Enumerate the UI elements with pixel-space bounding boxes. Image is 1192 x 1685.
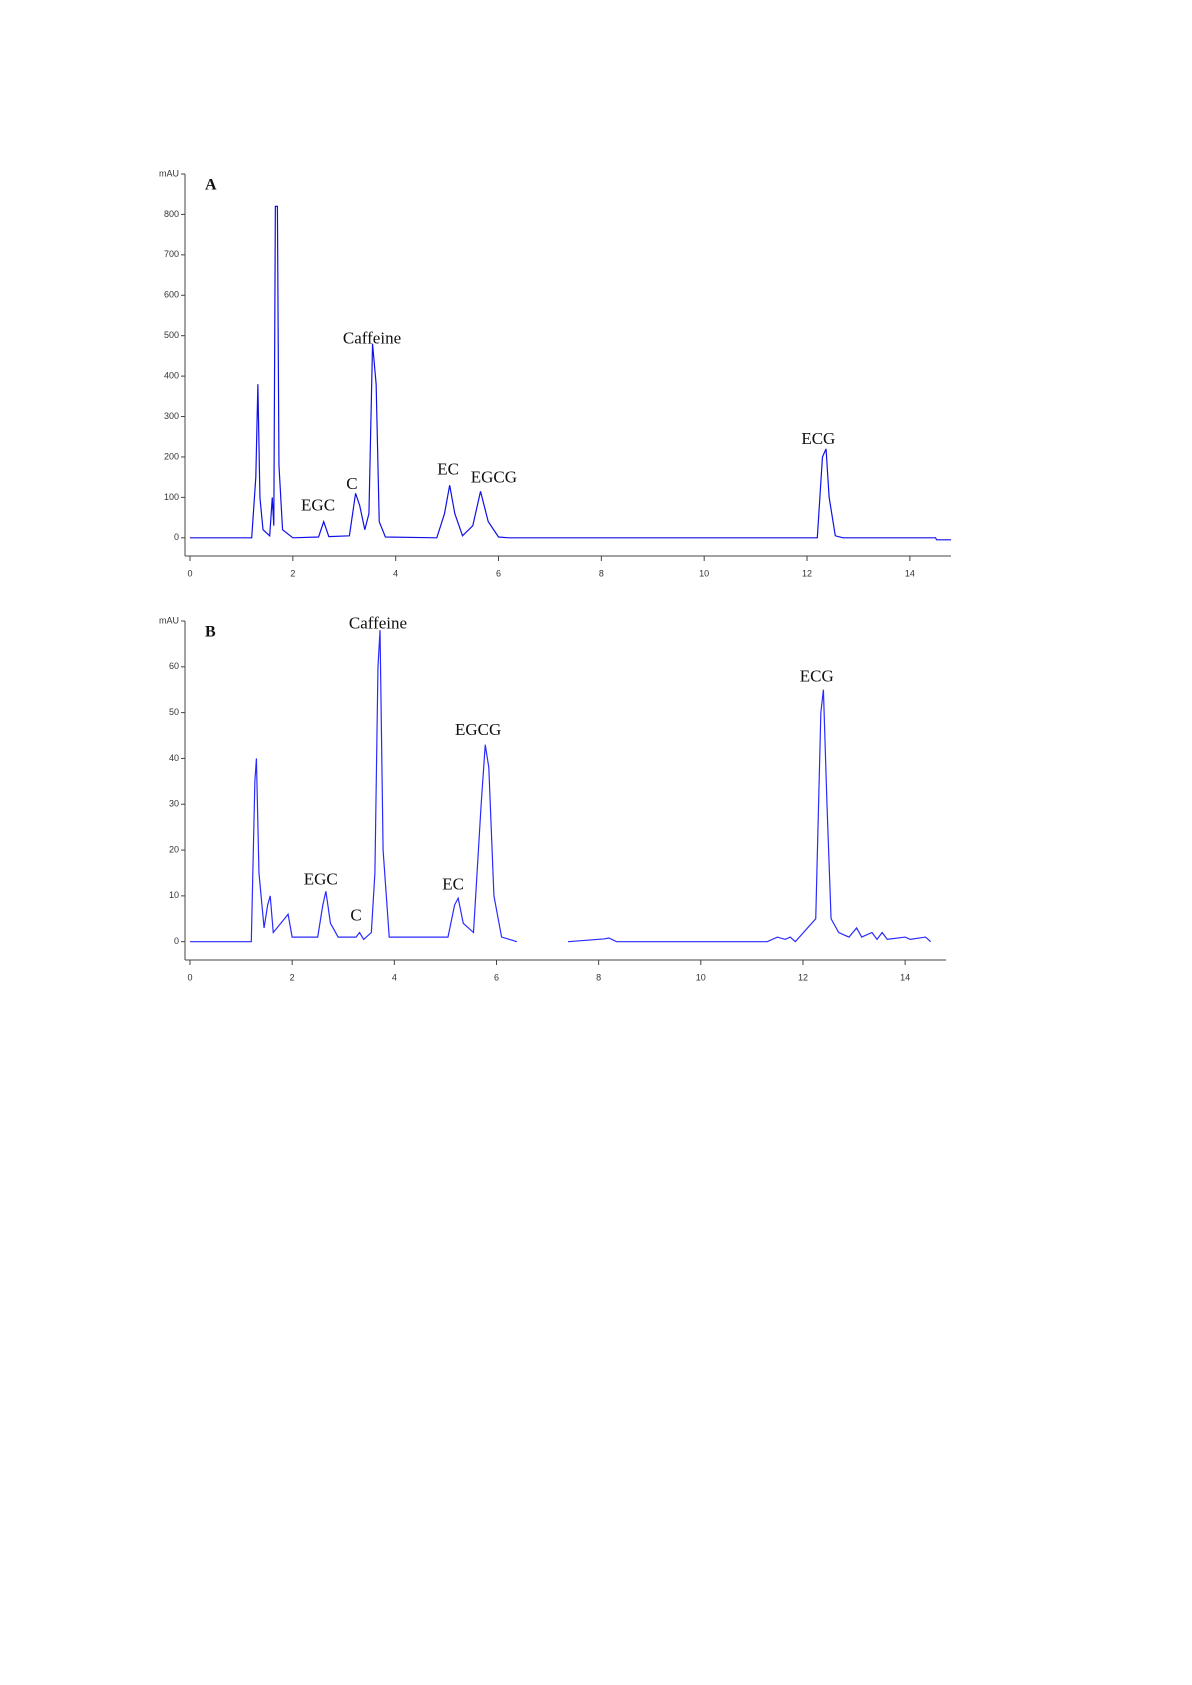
x-tick-label: 14 [900,972,910,982]
peak-label: ECG [801,429,835,448]
y-tick-label: 200 [164,451,179,461]
y-tick-label: 0 [174,936,179,946]
x-tick-label: 2 [290,972,295,982]
x-tick-label: 4 [392,972,397,982]
x-tick-label: 6 [496,568,501,578]
x-tick-label: 8 [596,972,601,982]
y-tick-label: 50 [169,707,179,717]
chromatogram-line [190,205,951,541]
y-tick-label: 30 [169,799,179,809]
y-tick-label: 400 [164,370,179,380]
x-tick-label: 6 [494,972,499,982]
chromatogram-line [190,630,932,943]
x-tick-label: 10 [696,972,706,982]
x-tick-label: 12 [798,972,808,982]
peak-label: C [346,474,357,493]
x-tick-label: 10 [699,568,709,578]
y-tick-label: 10 [169,890,179,900]
y-tick-label: 300 [164,411,179,421]
y-tick-label: mAU [159,168,179,178]
peak-label: EC [437,460,459,479]
y-tick-label: 40 [169,753,179,763]
y-tick-label: 700 [164,249,179,259]
x-tick-label: 2 [290,568,295,578]
peak-label: Caffeine [343,329,401,348]
peak-label: Caffeine [349,614,407,633]
x-tick-label: 14 [905,568,915,578]
y-tick-label: 0 [174,532,179,542]
y-tick-label: 100 [164,492,179,502]
x-tick-label: 4 [393,568,398,578]
peak-label: EC [442,875,464,894]
x-tick-label: 0 [187,972,192,982]
y-tick-label: 600 [164,290,179,300]
x-tick-label: 8 [599,568,604,578]
peak-label: C [350,905,361,924]
y-tick-label: mAU [159,615,179,625]
x-tick-label: 12 [802,568,812,578]
peak-label: EGCG [455,720,501,739]
y-tick-label: 500 [164,330,179,340]
panel-label: A [205,177,217,194]
peak-label: EGC [301,496,335,515]
peak-label: EGC [304,870,338,889]
peak-label: EGCG [471,468,517,487]
y-tick-label: 800 [164,209,179,219]
y-tick-label: 20 [169,844,179,854]
x-tick-label: 0 [187,568,192,578]
y-tick-label: 60 [169,661,179,671]
peak-label: ECG [800,667,834,686]
panel-label: B [205,624,216,641]
